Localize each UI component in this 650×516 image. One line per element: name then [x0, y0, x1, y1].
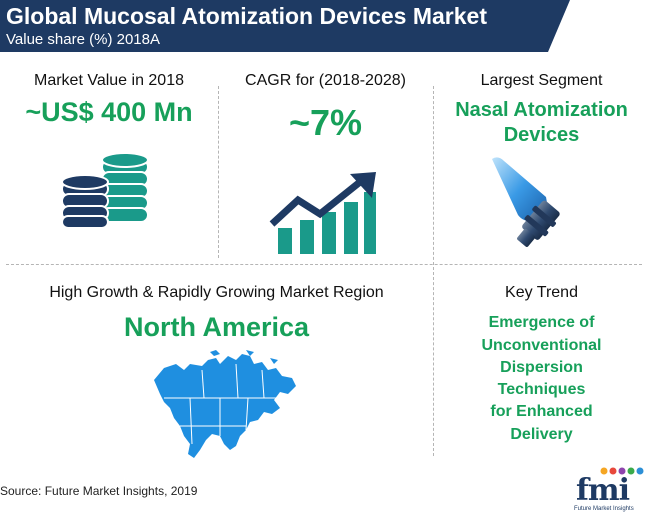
page-title: Global Mucosal Atomization Devices Marke… [6, 3, 487, 29]
source-note: Source: Future Market Insights, 2019 [0, 484, 198, 498]
logo-dots-icon [600, 467, 644, 475]
north-america-map-icon [154, 350, 296, 458]
divider-vertical-1 [218, 86, 219, 258]
divider-vertical-2 [433, 86, 434, 456]
logo-wordmark: fmi [576, 473, 630, 508]
divider-horizontal [6, 264, 642, 265]
market-value-label: Market Value in 2018 [33, 72, 184, 89]
region-label: High Growth & Rapidly Growing Market Reg… [49, 284, 384, 301]
cagr-figure: ~7% [288, 102, 363, 143]
key-trend-line-5: for Enhanced [490, 403, 593, 420]
largest-segment-line1: Nasal Atomization [455, 99, 628, 121]
key-trend-label: Key Trend [505, 284, 578, 301]
key-trend-line-2: Unconventional [481, 337, 602, 354]
logo-tagline: Future Market Insights [574, 506, 634, 512]
cagr-label: CAGR for (2018-2028) [245, 72, 406, 89]
region-name: North America [123, 312, 310, 342]
header-banner: Global Mucosal Atomization Devices Marke… [0, 0, 570, 52]
key-trend-line-1: Emergence of [488, 314, 595, 331]
nasal-atomizer-icon [492, 157, 560, 247]
market-value-figure: ~US$ 400 Mn [25, 97, 193, 127]
largest-segment-line2: Devices [503, 124, 580, 146]
largest-segment-label: Largest Segment [480, 72, 603, 89]
key-trend-line-4: Techniques [497, 381, 586, 398]
page-subtitle: Value share (%) 2018A [6, 31, 160, 48]
key-trend-line-6: Delivery [510, 426, 573, 443]
growth-chart-icon [269, 172, 376, 254]
key-trend-line-3: Dispersion [500, 359, 583, 376]
coins-stack-icon [61, 152, 149, 229]
